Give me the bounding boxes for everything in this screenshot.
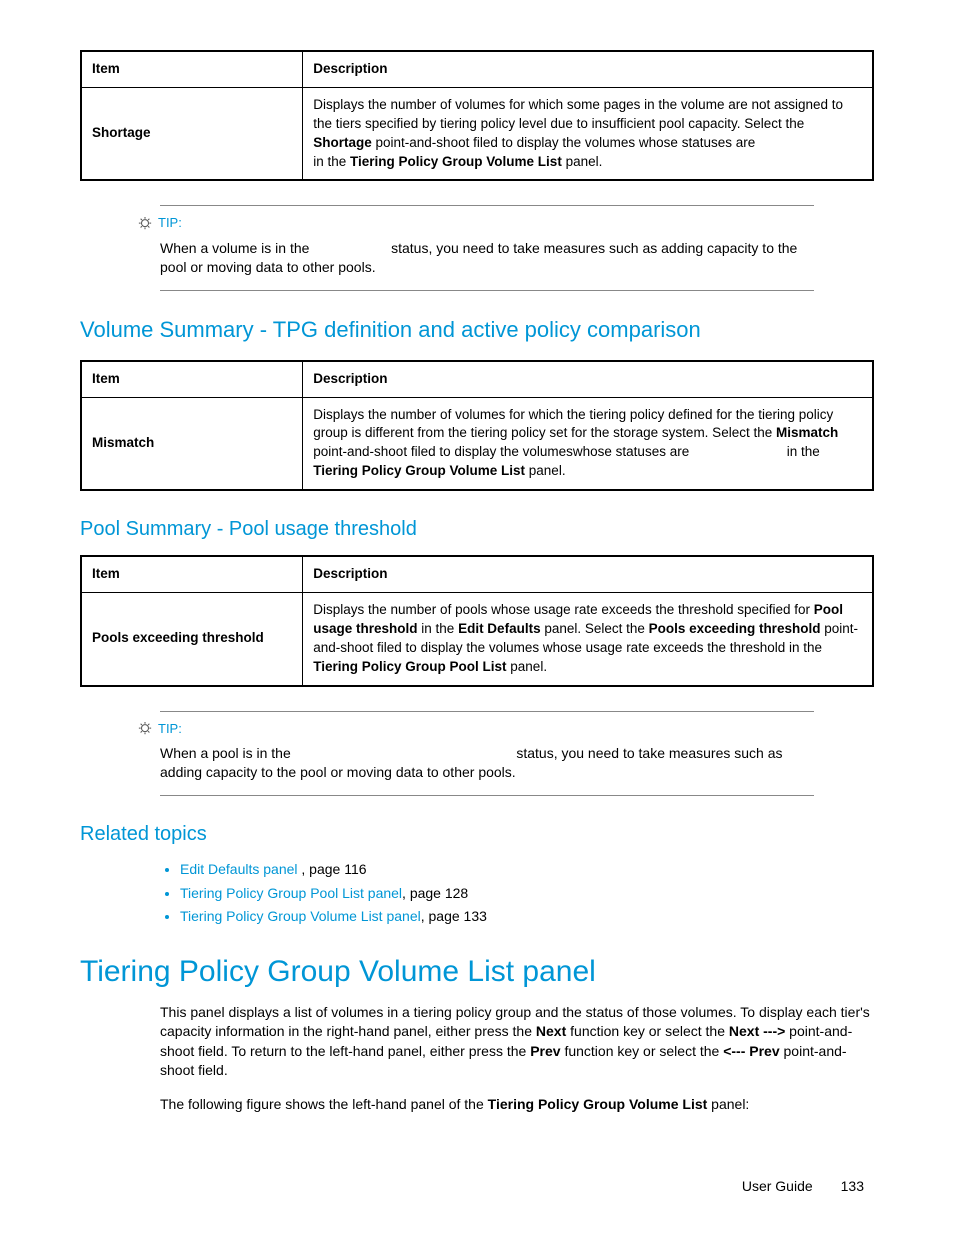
list-item: Tiering Policy Group Pool List panel, pa… bbox=[180, 884, 874, 904]
tip-rule-top bbox=[160, 711, 814, 712]
tip-body: When a pool is in the status, you need t… bbox=[160, 744, 814, 783]
table-row: Shortage Displays the number of volumes … bbox=[81, 87, 873, 180]
section-volume-summary-title: Volume Summary - TPG definition and acti… bbox=[80, 315, 874, 346]
table-header-desc: Description bbox=[303, 361, 873, 397]
pools-threshold-table: Item Description Pools exceeding thresho… bbox=[80, 555, 874, 686]
tip-rule-top bbox=[160, 205, 814, 206]
row-desc: Displays the number of volumes for which… bbox=[303, 397, 873, 490]
row-item: Shortage bbox=[81, 87, 303, 180]
tip-label: TIP: bbox=[158, 214, 182, 232]
tip-label: TIP: bbox=[158, 720, 182, 738]
tip-body: When a volume is in the status, you need… bbox=[160, 239, 814, 278]
page-footer: User Guide 133 bbox=[742, 1177, 864, 1197]
tip-box: TIP: When a volume is in the status, you… bbox=[160, 205, 814, 290]
shortage-table: Item Description Shortage Displays the n… bbox=[80, 50, 874, 181]
mismatch-table: Item Description Mismatch Displays the n… bbox=[80, 360, 874, 491]
related-topics-list: Edit Defaults panel , page 116 Tiering P… bbox=[160, 860, 874, 927]
related-link[interactable]: Edit Defaults panel bbox=[180, 861, 301, 877]
table-row: Pools exceeding threshold Displays the n… bbox=[81, 592, 873, 685]
table-header-item: Item bbox=[81, 556, 303, 592]
list-item: Tiering Policy Group Volume List panel, … bbox=[180, 907, 874, 927]
list-item: Edit Defaults panel , page 116 bbox=[180, 860, 874, 880]
tip-rule-bottom bbox=[160, 795, 814, 796]
lightbulb-icon bbox=[138, 722, 152, 736]
footer-guide: User Guide bbox=[742, 1177, 813, 1197]
tip-box: TIP: When a pool is in the status, you n… bbox=[160, 711, 814, 796]
table-header-item: Item bbox=[81, 51, 303, 87]
row-desc: Displays the number of volumes for which… bbox=[303, 87, 873, 180]
row-item: Pools exceeding threshold bbox=[81, 592, 303, 685]
tip-rule-bottom bbox=[160, 290, 814, 291]
table-row: Mismatch Displays the number of volumes … bbox=[81, 397, 873, 490]
row-item: Mismatch bbox=[81, 397, 303, 490]
section-pool-summary-title: Pool Summary - Pool usage threshold bbox=[80, 515, 874, 543]
lightbulb-icon bbox=[138, 217, 152, 231]
panel-paragraph-2: The following figure shows the left-hand… bbox=[160, 1095, 874, 1115]
footer-page-number: 133 bbox=[841, 1177, 864, 1197]
table-header-item: Item bbox=[81, 361, 303, 397]
panel-paragraph-1: This panel displays a list of volumes in… bbox=[160, 1003, 874, 1081]
panel-title: Tiering Policy Group Volume List panel bbox=[80, 951, 874, 993]
related-link[interactable]: Tiering Policy Group Pool List panel bbox=[180, 885, 402, 901]
row-desc: Displays the number of pools whose usage… bbox=[303, 592, 873, 685]
related-topics-title: Related topics bbox=[80, 820, 874, 848]
table-header-desc: Description bbox=[303, 51, 873, 87]
related-link[interactable]: Tiering Policy Group Volume List panel bbox=[180, 908, 421, 924]
table-header-desc: Description bbox=[303, 556, 873, 592]
